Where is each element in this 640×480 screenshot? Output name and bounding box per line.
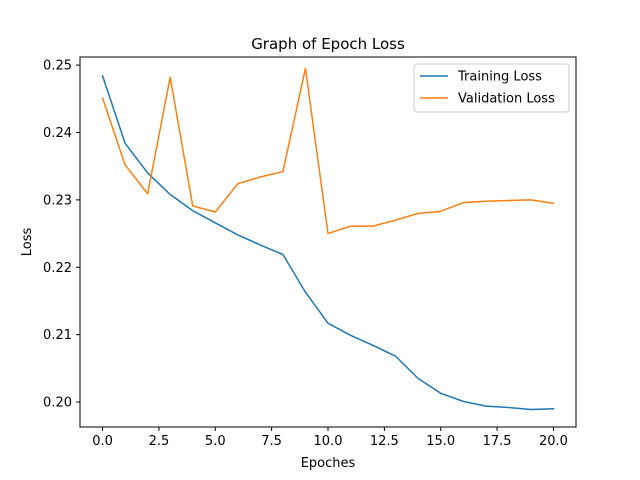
legend-label: Training Loss [457,70,542,85]
y-tick-label: 0.23 [43,193,72,208]
legend: Training Loss Validation Loss [413,63,570,113]
x-tick-label: 17.5 [483,434,512,449]
x-tick-label: 5.0 [205,434,226,449]
legend-box [413,63,570,113]
x-tick-label: 15.0 [426,434,455,449]
series-line-training-loss [101,74,555,411]
y-tick-label: 0.25 [43,59,72,74]
y-tick-label: 0.20 [43,396,72,411]
x-tick-label: 10.0 [314,434,343,449]
x-tick-label: 0.0 [92,434,113,449]
x-tick-label: 12.5 [370,434,399,449]
x-tick-label: 20.0 [539,434,568,449]
x-tick-label: 2.5 [149,434,170,449]
y-tick-label: 0.21 [43,328,72,343]
y-tick-label: 0.24 [43,126,72,141]
y-axis-title: Loss [20,228,35,257]
y-tick-label: 0.22 [43,261,72,276]
plot-area: 0.0 2.5 5.0 7.5 10.0 12.5 15.0 17.5 20.0 0.20 0.21… [43,59,568,449]
x-axis-title: Epoches [301,456,356,471]
chart-title: Graph of Epoch Loss [251,35,405,53]
x-tick-label: 7.5 [261,434,282,449]
plot-frame [79,56,577,428]
series-line-validation-loss [101,67,555,235]
legend-label: Validation Loss [458,92,555,107]
